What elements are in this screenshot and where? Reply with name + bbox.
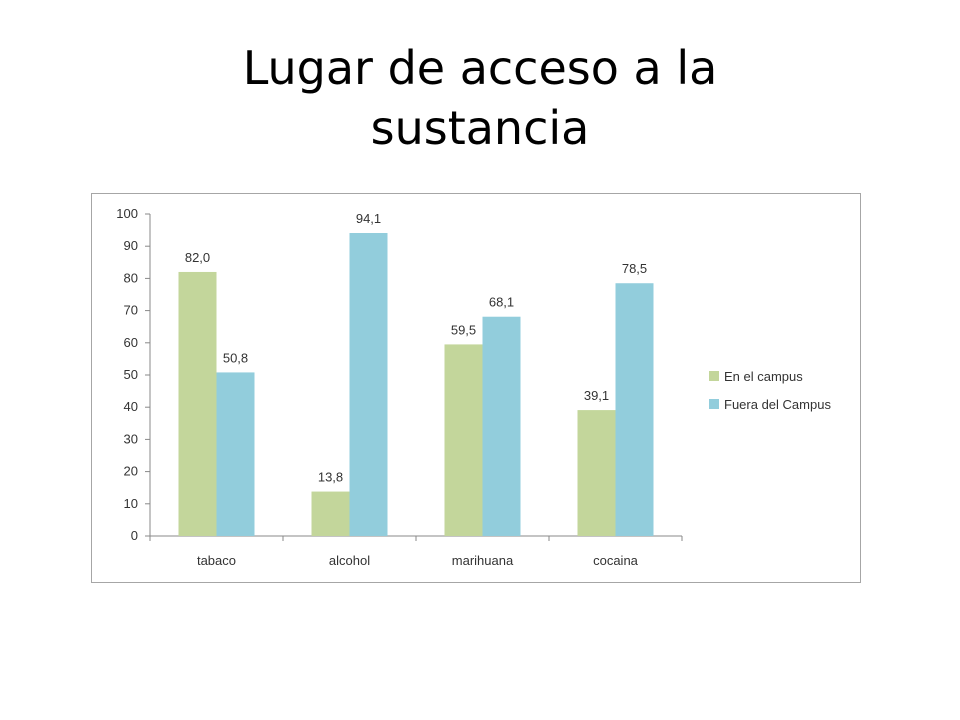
y-tick-label: 100 xyxy=(116,206,138,221)
legend-swatch xyxy=(709,371,719,381)
bar xyxy=(216,372,255,536)
x-category-label: alcohol xyxy=(329,553,370,568)
x-category-label: cocaina xyxy=(593,553,639,568)
bar-chart: 0 10 20 30 40 50 60 70 80 90 100 tabaco 82,0 50,8 alco… xyxy=(116,206,831,568)
legend-swatch xyxy=(709,399,719,409)
bar xyxy=(311,491,350,536)
bar xyxy=(577,410,616,536)
y-tick-label: 40 xyxy=(124,399,138,414)
bar xyxy=(178,271,217,536)
data-label: 78,5 xyxy=(622,261,647,276)
y-tick-label: 70 xyxy=(124,303,138,318)
x-category-label: tabaco xyxy=(197,553,236,568)
y-tick-label: 50 xyxy=(124,367,138,382)
bar xyxy=(482,316,521,536)
bar xyxy=(615,283,654,536)
y-tick-label: 10 xyxy=(124,496,138,511)
y-tick-label: 30 xyxy=(124,431,138,446)
y-tick-label: 80 xyxy=(124,270,138,285)
y-tick-label: 90 xyxy=(124,238,138,253)
bar xyxy=(444,344,483,536)
data-label: 39,1 xyxy=(584,388,609,403)
y-tick-label: 0 xyxy=(131,528,138,543)
data-label: 82,0 xyxy=(185,250,210,265)
data-label: 94,1 xyxy=(356,211,381,226)
x-category-label: marihuana xyxy=(452,553,514,568)
data-label: 13,8 xyxy=(318,470,343,485)
bar xyxy=(349,232,388,537)
data-label: 59,5 xyxy=(451,322,476,337)
legend-label: En el campus xyxy=(724,369,803,384)
data-label: 50,8 xyxy=(223,350,248,365)
y-tick-label: 20 xyxy=(124,464,138,479)
data-label: 68,1 xyxy=(489,295,514,310)
y-tick-label: 60 xyxy=(124,335,138,350)
chart-frame: 0 10 20 30 40 50 60 70 80 90 100 tabaco 82,0 50,8 alco… xyxy=(91,193,861,583)
slide-title: Lugar de acceso a la sustancia xyxy=(242,41,718,155)
legend-label: Fuera del Campus xyxy=(724,397,831,412)
